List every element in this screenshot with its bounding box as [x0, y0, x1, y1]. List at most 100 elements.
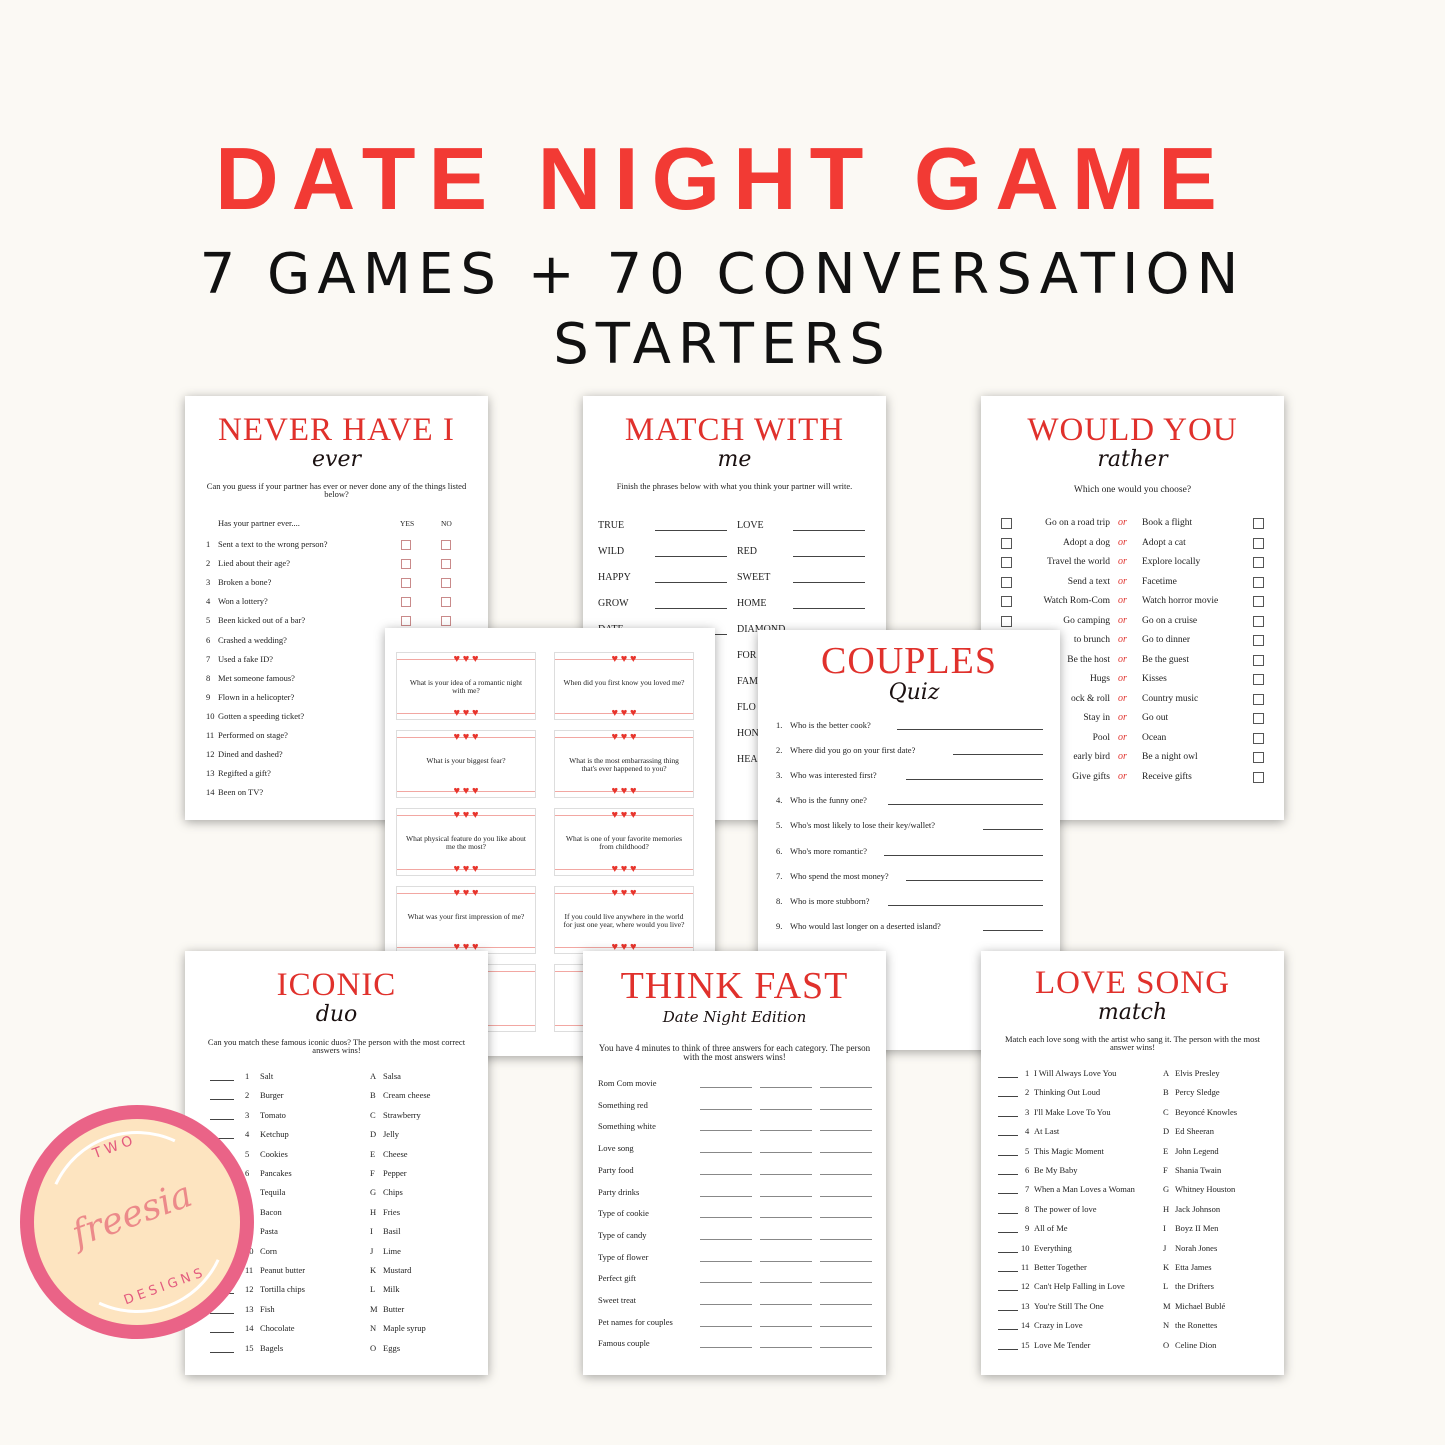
answer-line[interactable]: [210, 1312, 234, 1314]
right-checkbox[interactable]: [1253, 576, 1264, 588]
answer-line[interactable]: [888, 904, 1043, 906]
right-checkbox[interactable]: [1253, 596, 1264, 607]
answer-line[interactable]: [905, 879, 1043, 881]
right-checkbox[interactable]: [1253, 693, 1264, 705]
yes-checkbox[interactable]: [401, 578, 411, 589]
answer-line[interactable]: [998, 1154, 1018, 1156]
no-checkbox[interactable]: [441, 616, 451, 627]
right-checkbox[interactable]: [1253, 752, 1264, 763]
answer-line[interactable]: [998, 1348, 1018, 1350]
answer-line[interactable]: [760, 1173, 812, 1175]
answer-line[interactable]: [820, 1238, 872, 1240]
no-checkbox[interactable]: [441, 540, 451, 550]
answer-line[interactable]: [820, 1282, 872, 1284]
right-checkbox[interactable]: [1253, 557, 1264, 568]
answer-line[interactable]: [952, 754, 1043, 756]
answer-line[interactable]: [700, 1195, 752, 1197]
answer-line[interactable]: [884, 854, 1043, 856]
answer-line[interactable]: [982, 829, 1043, 831]
right-checkbox[interactable]: [1253, 635, 1264, 646]
answer-line[interactable]: [793, 556, 865, 557]
no-checkbox[interactable]: [441, 597, 451, 608]
answer-line[interactable]: [700, 1173, 752, 1175]
answer-line[interactable]: [760, 1347, 812, 1349]
answer-line[interactable]: [998, 1135, 1018, 1137]
answer-line[interactable]: [793, 530, 865, 531]
answer-line[interactable]: [760, 1304, 812, 1305]
right-checkbox[interactable]: [1253, 713, 1264, 724]
answer-line[interactable]: [700, 1108, 752, 1110]
answer-line[interactable]: [655, 530, 727, 531]
right-checkbox[interactable]: [1253, 518, 1264, 529]
answer-line[interactable]: [793, 582, 865, 583]
answer-line[interactable]: [820, 1152, 872, 1154]
answer-line[interactable]: [210, 1080, 234, 1081]
answer-line[interactable]: [820, 1130, 872, 1132]
answer-line[interactable]: [793, 608, 865, 609]
answer-line[interactable]: [700, 1282, 752, 1284]
answer-line[interactable]: [760, 1152, 812, 1154]
answer-line[interactable]: [998, 1232, 1018, 1234]
left-checkbox[interactable]: [1001, 576, 1012, 588]
answer-line[interactable]: [700, 1260, 752, 1262]
right-checkbox[interactable]: [1253, 537, 1264, 549]
answer-line[interactable]: [820, 1087, 872, 1088]
right-checkbox[interactable]: [1253, 615, 1264, 627]
answer-line[interactable]: [210, 1138, 234, 1140]
answer-line[interactable]: [998, 1096, 1018, 1098]
answer-line[interactable]: [760, 1282, 812, 1284]
answer-line[interactable]: [700, 1347, 752, 1349]
answer-line[interactable]: [820, 1260, 872, 1262]
answer-line[interactable]: [700, 1130, 752, 1132]
answer-line[interactable]: [760, 1325, 812, 1327]
answer-line[interactable]: [210, 1351, 234, 1353]
answer-line[interactable]: [820, 1217, 872, 1219]
answer-line[interactable]: [700, 1325, 752, 1327]
answer-line[interactable]: [700, 1304, 752, 1305]
answer-line[interactable]: [982, 929, 1043, 931]
answer-line[interactable]: [700, 1087, 752, 1088]
left-checkbox[interactable]: [1001, 537, 1012, 549]
answer-line[interactable]: [760, 1260, 812, 1262]
answer-line[interactable]: [820, 1304, 872, 1305]
answer-line[interactable]: [998, 1251, 1018, 1253]
answer-line[interactable]: [820, 1108, 872, 1110]
no-checkbox[interactable]: [441, 559, 451, 570]
answer-line[interactable]: [820, 1195, 872, 1197]
left-checkbox[interactable]: [1001, 518, 1012, 529]
right-checkbox[interactable]: [1253, 732, 1264, 744]
answer-line[interactable]: [655, 608, 727, 609]
answer-line[interactable]: [998, 1174, 1018, 1175]
answer-line[interactable]: [655, 556, 727, 557]
yes-checkbox[interactable]: [401, 540, 411, 550]
right-checkbox[interactable]: [1253, 771, 1264, 783]
left-checkbox[interactable]: [1001, 615, 1012, 627]
answer-line[interactable]: [998, 1271, 1018, 1272]
answer-line[interactable]: [998, 1212, 1018, 1214]
answer-line[interactable]: [820, 1173, 872, 1175]
answer-line[interactable]: [896, 729, 1043, 730]
answer-line[interactable]: [210, 1099, 234, 1101]
answer-line[interactable]: [760, 1195, 812, 1197]
yes-checkbox[interactable]: [401, 597, 411, 608]
no-checkbox[interactable]: [441, 578, 451, 589]
answer-line[interactable]: [210, 1332, 234, 1334]
left-checkbox[interactable]: [1001, 596, 1012, 607]
answer-line[interactable]: [760, 1108, 812, 1110]
answer-line[interactable]: [760, 1238, 812, 1240]
answer-line[interactable]: [998, 1077, 1018, 1078]
answer-line[interactable]: [998, 1329, 1018, 1331]
answer-line[interactable]: [905, 779, 1043, 781]
answer-line[interactable]: [888, 804, 1043, 806]
answer-line[interactable]: [655, 582, 727, 583]
left-checkbox[interactable]: [1001, 557, 1012, 568]
answer-line[interactable]: [760, 1130, 812, 1132]
answer-line[interactable]: [210, 1118, 234, 1120]
answer-line[interactable]: [820, 1347, 872, 1349]
answer-line[interactable]: [700, 1238, 752, 1240]
answer-line[interactable]: [998, 1115, 1018, 1117]
answer-line[interactable]: [820, 1325, 872, 1327]
yes-checkbox[interactable]: [401, 559, 411, 570]
answer-line[interactable]: [760, 1217, 812, 1219]
right-checkbox[interactable]: [1253, 674, 1264, 685]
